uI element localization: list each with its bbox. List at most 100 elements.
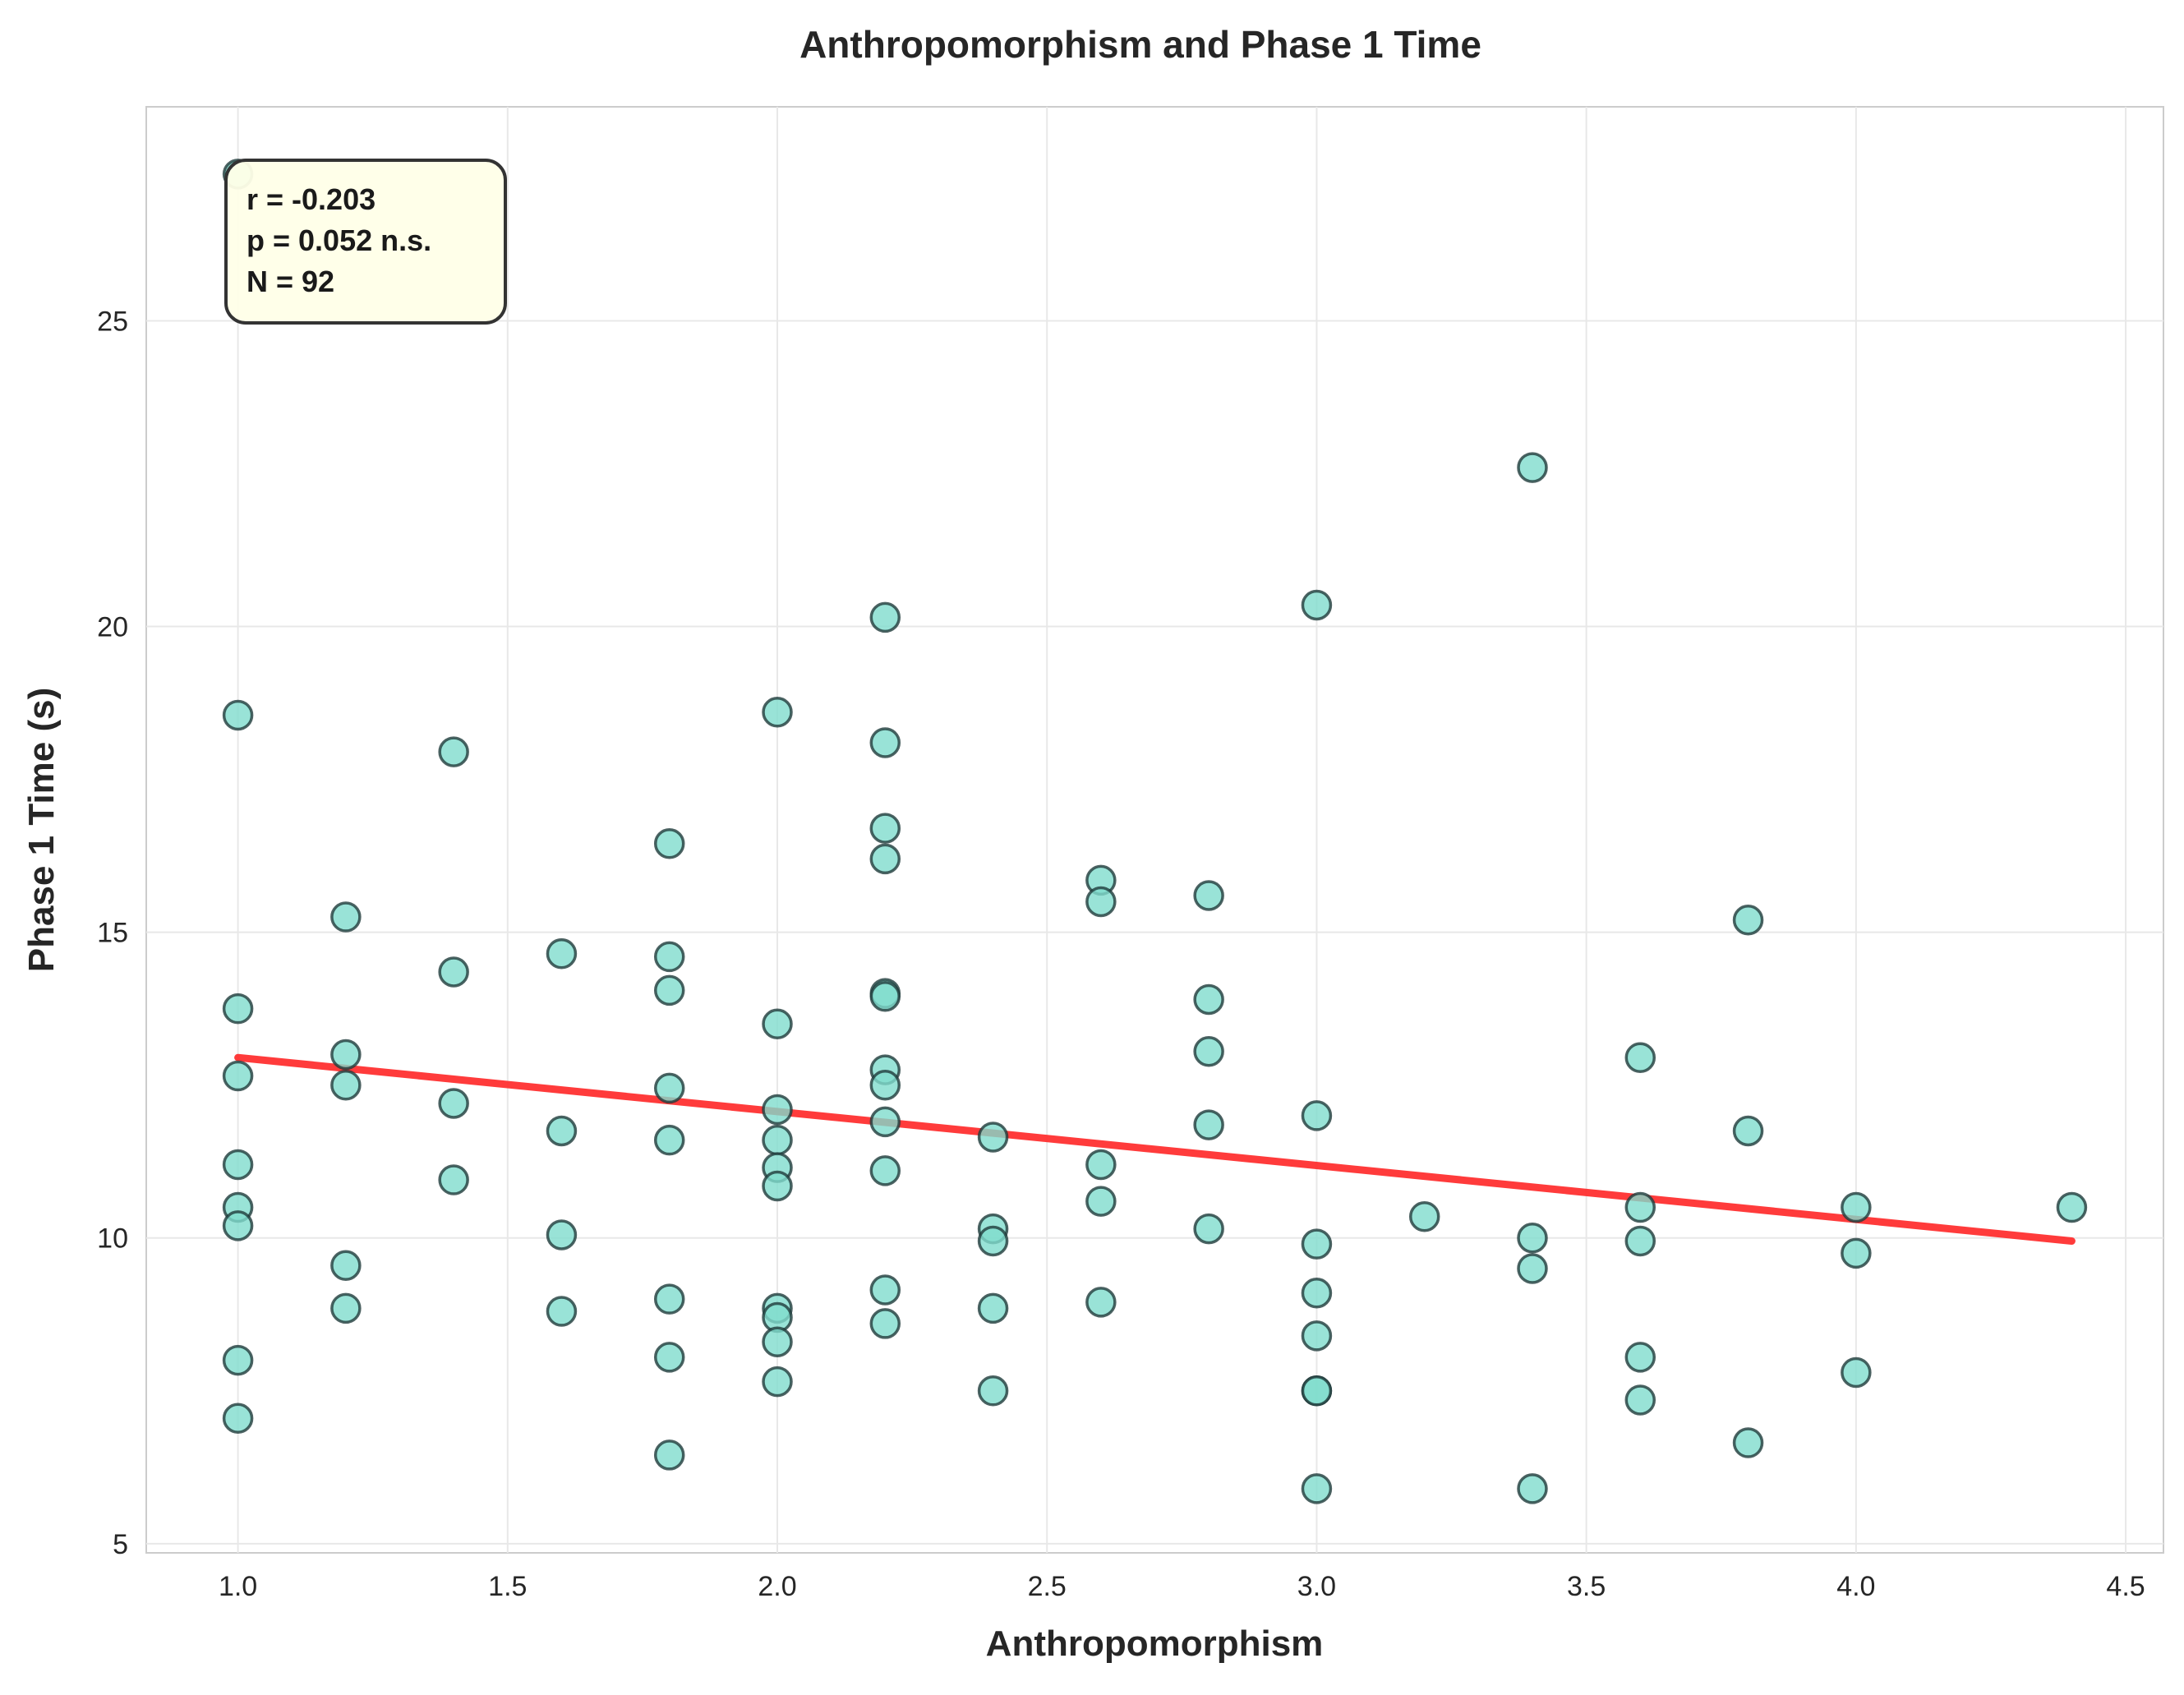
data-point xyxy=(222,1210,254,1241)
data-point xyxy=(330,1250,362,1281)
data-point xyxy=(330,901,362,933)
stats-box: r = -0.203 p = 0.052 n.s. N = 92 xyxy=(224,159,507,325)
data-point xyxy=(546,937,578,970)
data-point xyxy=(1408,1200,1440,1232)
data-point xyxy=(762,1008,793,1040)
x-axis-label: Anthropomorphism xyxy=(986,1624,1324,1664)
data-point xyxy=(1301,1228,1333,1260)
data-point xyxy=(222,993,254,1025)
y-tick-label: 5 xyxy=(113,1529,128,1560)
data-point xyxy=(977,1375,1009,1407)
data-point xyxy=(869,843,901,875)
data-point xyxy=(546,1115,578,1147)
data-point xyxy=(1085,886,1117,918)
data-point xyxy=(762,1170,793,1202)
data-point xyxy=(438,1164,469,1195)
data-point xyxy=(762,1094,793,1126)
data-point xyxy=(1841,1356,1872,1389)
data-point xyxy=(653,974,685,1006)
data-point xyxy=(977,1225,1009,1257)
data-point xyxy=(869,1069,901,1101)
data-point xyxy=(653,827,685,859)
data-point xyxy=(1301,1320,1333,1352)
data-point xyxy=(869,1106,901,1138)
data-point xyxy=(1301,1100,1333,1131)
x-tick-label: 4.5 xyxy=(2106,1571,2145,1602)
y-tick-label: 20 xyxy=(97,612,128,643)
data-point xyxy=(762,1124,793,1156)
data-point xyxy=(869,981,901,1012)
data-point xyxy=(977,1122,1009,1153)
y-tick-label: 25 xyxy=(97,306,128,337)
x-tick-label: 2.5 xyxy=(1028,1571,1067,1602)
data-point xyxy=(222,1344,254,1376)
data-point xyxy=(762,1366,793,1398)
data-point xyxy=(1301,1473,1333,1504)
data-point xyxy=(653,1124,685,1156)
data-point xyxy=(869,1274,901,1306)
data-point xyxy=(438,956,469,988)
data-point xyxy=(1624,1191,1656,1223)
stat-p: p = 0.052 n.s. xyxy=(247,223,431,257)
data-point xyxy=(330,1039,362,1071)
stats-box-background xyxy=(224,159,507,325)
data-point xyxy=(1193,1213,1224,1245)
data-point xyxy=(1732,1427,1764,1458)
x-tick-label: 3.0 xyxy=(1297,1571,1336,1602)
x-tick-label: 3.5 xyxy=(1567,1571,1606,1602)
data-point xyxy=(762,696,793,728)
data-point xyxy=(1624,1042,1656,1073)
data-point xyxy=(1301,1277,1333,1309)
x-tick-label: 1.0 xyxy=(219,1571,257,1602)
data-point xyxy=(1624,1225,1656,1257)
data-point xyxy=(2056,1191,2088,1223)
data-point xyxy=(1085,1186,1117,1217)
data-point xyxy=(1624,1342,1656,1373)
data-point xyxy=(438,1088,469,1119)
data-point xyxy=(1301,1375,1333,1407)
x-tick-label: 1.5 xyxy=(488,1571,527,1602)
data-point xyxy=(546,1296,578,1327)
regression-line xyxy=(234,1053,2076,1245)
data-point xyxy=(1193,880,1224,911)
data-point xyxy=(653,1439,685,1471)
data-point xyxy=(1732,905,1764,936)
data-point xyxy=(1517,1222,1548,1254)
data-point xyxy=(330,1069,362,1101)
data-point xyxy=(222,1149,254,1181)
data-point xyxy=(546,1219,578,1251)
data-point xyxy=(1301,589,1333,621)
data-point xyxy=(1085,1149,1117,1181)
data-point xyxy=(653,941,685,973)
data-point xyxy=(653,1283,685,1315)
data-point xyxy=(869,601,901,633)
data-point xyxy=(653,1072,685,1104)
data-point xyxy=(1193,983,1224,1016)
x-tick-label: 2.0 xyxy=(758,1571,796,1602)
chart-title: Anthropomorphism and Phase 1 Time xyxy=(799,23,1481,66)
data-point xyxy=(1085,1287,1117,1318)
data-point xyxy=(1193,1036,1224,1067)
y-tick-label: 10 xyxy=(97,1223,128,1255)
data-point xyxy=(1193,1109,1224,1140)
x-tick-label: 4.0 xyxy=(1836,1571,1875,1602)
stat-r: r = -0.203 xyxy=(247,182,376,216)
plot-area xyxy=(145,106,2164,1554)
data-point xyxy=(222,1403,254,1435)
data-point xyxy=(977,1292,1009,1324)
data-point xyxy=(869,727,901,758)
data-points xyxy=(222,159,2088,1504)
data-point xyxy=(1841,1237,1872,1269)
data-point xyxy=(653,1342,685,1373)
data-point xyxy=(438,736,469,767)
data-point xyxy=(869,1308,901,1339)
data-point xyxy=(330,1292,362,1324)
data-point xyxy=(222,1060,254,1092)
data-point xyxy=(1517,1473,1548,1504)
stat-n: N = 92 xyxy=(247,265,334,298)
data-point xyxy=(1517,452,1548,483)
data-point xyxy=(1732,1115,1764,1147)
data-point xyxy=(869,813,901,844)
